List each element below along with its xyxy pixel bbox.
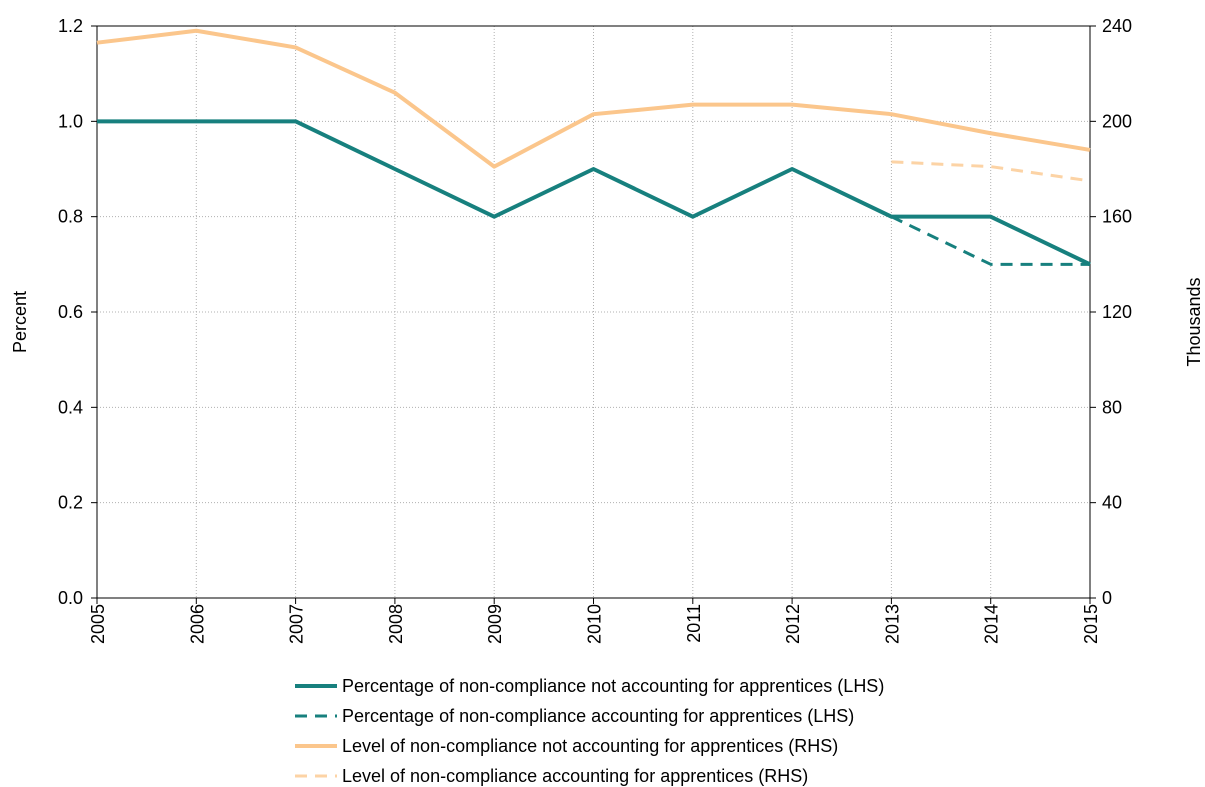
data-line — [97, 119, 1091, 267]
y-tick-label: 1.2 — [58, 16, 83, 36]
plot-frame — [96, 25, 1091, 599]
y-tick-label: 0.0 — [58, 588, 83, 608]
x-tick-label: 2014 — [982, 604, 1002, 644]
legend-label: Level of non-compliance not accounting f… — [342, 736, 838, 756]
x-tick-label: 2012 — [783, 604, 803, 644]
x-tick-label: 2011 — [684, 604, 704, 643]
legend-label: Level of non-compliance accounting for a… — [342, 766, 808, 786]
x-tick-label: 2010 — [585, 604, 605, 644]
x-tick-label: 2006 — [187, 604, 207, 644]
legend-label: Percentage of non-compliance not account… — [342, 676, 884, 696]
y2-tick-label: 160 — [1102, 207, 1132, 227]
x-tick-label: 2008 — [386, 604, 406, 644]
y-axis-label: Percent — [10, 291, 30, 353]
x-tick-label: 2015 — [1081, 604, 1101, 644]
y2-tick-label: 120 — [1102, 302, 1132, 322]
y2-tick-label: 200 — [1102, 111, 1132, 131]
x-tick-label: 2007 — [287, 604, 307, 644]
y-tick-label: 0.4 — [58, 397, 83, 417]
y-tick-label: 1.0 — [58, 111, 83, 131]
data-line — [891, 160, 1091, 183]
y-tick-label: 0.8 — [58, 207, 83, 227]
y2-axis-label: Thousands — [1184, 277, 1204, 366]
y-tick-label: 0.6 — [58, 302, 83, 322]
y2-tick-label: 40 — [1102, 493, 1122, 513]
data-line — [890, 215, 1090, 266]
legend-label: Percentage of non-compliance accounting … — [342, 706, 854, 726]
x-tick-label: 2013 — [882, 604, 902, 644]
x-tick-label: 2009 — [485, 604, 505, 644]
data-line — [96, 28, 1091, 169]
y2-tick-label: 0 — [1102, 588, 1112, 608]
x-tick-label: 2005 — [88, 604, 108, 644]
y-tick-label: 0.2 — [58, 493, 83, 513]
y2-tick-label: 80 — [1102, 397, 1122, 417]
y2-tick-label: 240 — [1102, 16, 1132, 36]
